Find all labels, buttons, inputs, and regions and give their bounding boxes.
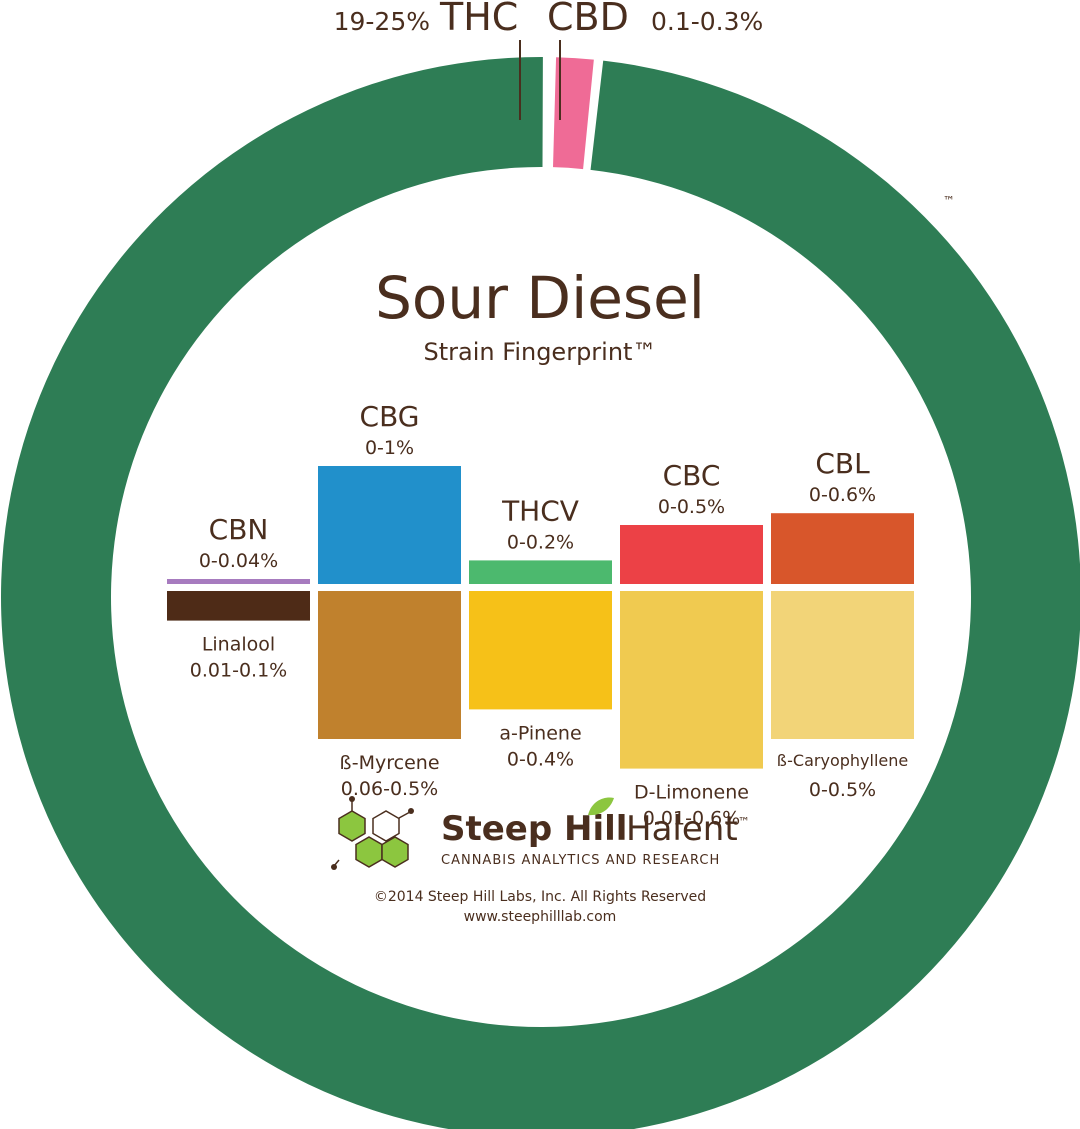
- hex-cell: [381, 836, 409, 868]
- cbd-range-label: 0.1-0.3%: [651, 7, 763, 36]
- cbn-range: 0-0.04%: [199, 550, 278, 572]
- website-url: www.steephilllab.com: [464, 909, 617, 925]
- cbc-label: CBC: [663, 459, 721, 492]
- d-limonene-label: D-Limonene: [634, 782, 749, 804]
- brand-name-light: Halent: [626, 809, 738, 849]
- cbg-range: 0-1%: [365, 437, 414, 459]
- hexagon-logo-icon: [331, 796, 414, 870]
- thcv-range: 0-0.2%: [507, 531, 574, 553]
- logo-node: [331, 864, 337, 870]
- cbg-label: CBG: [360, 400, 420, 433]
- logo-bond: [398, 811, 411, 819]
- linalool-bar: [167, 591, 310, 621]
- caryophyllene-label: ß-Caryophyllene: [777, 751, 908, 770]
- brand-tm: ™: [738, 815, 750, 829]
- cbd-ring-slice: [553, 57, 594, 170]
- logo-node: [408, 808, 414, 814]
- cbl-bar: [771, 513, 914, 584]
- a-pinene-bar: [469, 591, 612, 710]
- hex-cell: [355, 836, 383, 868]
- caryophyllene-bar: [771, 591, 914, 739]
- cbn-bar: [167, 579, 310, 584]
- steep-hill-logo: Steep Hill Halent ™ CANNABIS ANALYTICS A…: [331, 796, 750, 870]
- a-pinene-label: a-Pinene: [499, 722, 581, 744]
- myrcene-range: 0.06-0.5%: [341, 778, 438, 800]
- brand-name-bold: Steep Hill: [441, 809, 627, 849]
- hex-cell: [372, 810, 400, 842]
- thc-range-label: 19-25%: [334, 7, 430, 36]
- copyright-text: ©2014 Steep Hill Labs, Inc. All Rights R…: [374, 889, 706, 905]
- myrcene-label: ß-Myrcene: [339, 752, 439, 774]
- cbc-bar: [620, 525, 763, 584]
- chart-title: Sour Diesel: [375, 264, 705, 332]
- cbd-name-label: CBD: [547, 0, 629, 39]
- d-limonene-bar: [620, 591, 763, 769]
- logo-node: [349, 796, 355, 802]
- linalool-label: Linalool: [202, 634, 275, 656]
- brand-tagline: CANNABIS ANALYTICS AND RESEARCH: [441, 853, 720, 868]
- a-pinene-range: 0-0.4%: [507, 748, 574, 770]
- cbc-range: 0-0.5%: [658, 496, 725, 518]
- ring-chart: [1, 57, 1080, 1129]
- chart-subtitle: Strain Fingerprint™: [424, 338, 657, 366]
- caryophyllene-range: 0-0.5%: [809, 779, 876, 801]
- hex-cell: [338, 810, 366, 842]
- leaf-icon: [588, 797, 614, 816]
- cbl-range: 0-0.6%: [809, 484, 876, 506]
- thc-name-label: THC: [439, 0, 518, 39]
- myrcene-bar: [318, 591, 461, 739]
- cbl-label: CBL: [815, 447, 870, 480]
- cbg-bar: [318, 466, 461, 584]
- bar-grid: CBN 0-0.04% CBG 0-1% THCV 0-0.2% CBC 0-0.5% CBL 0…: [167, 400, 914, 830]
- d-limonene-range: 0.01-0.6%: [643, 808, 740, 830]
- linalool-range: 0.01-0.1%: [190, 660, 287, 682]
- cbn-label: CBN: [209, 513, 269, 546]
- trademark-mark: ™: [943, 194, 955, 208]
- thcv-bar: [469, 560, 612, 584]
- thcv-label: THCV: [501, 494, 579, 527]
